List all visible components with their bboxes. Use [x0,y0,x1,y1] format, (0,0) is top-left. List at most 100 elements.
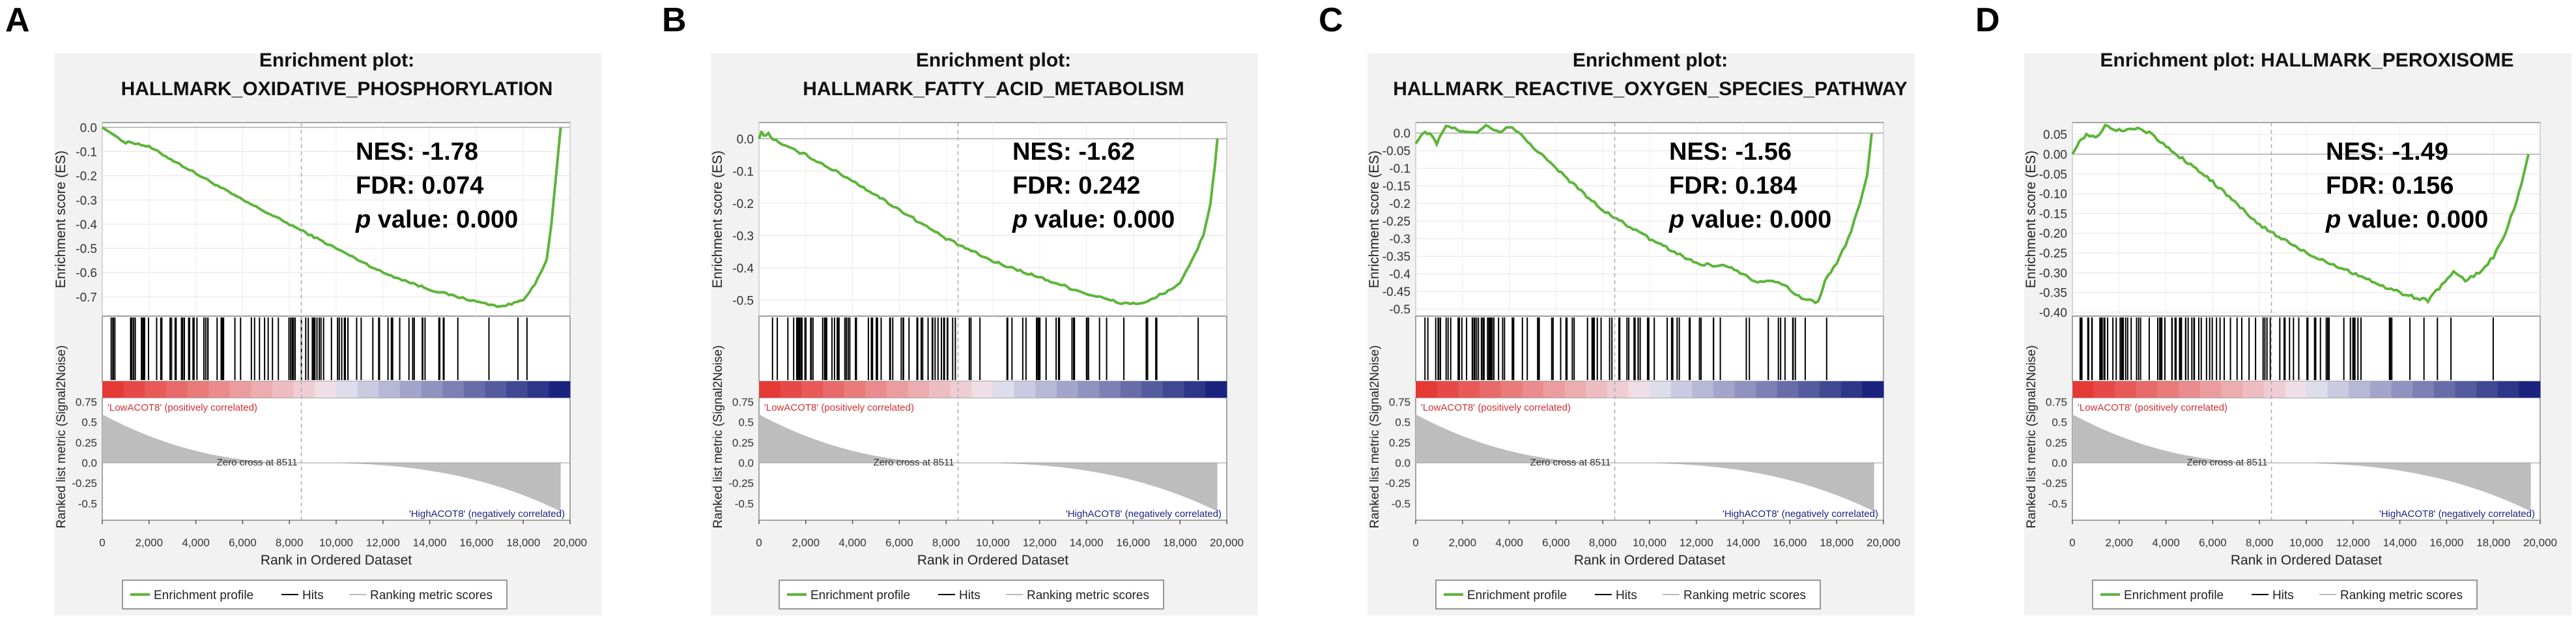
color-bar-segment [2199,381,2222,398]
legend-hits-label: Hits [959,589,980,602]
x-tick-label: 6,000 [229,537,257,549]
es-tick-label: -0.2 [732,198,754,211]
color-bar-segment [1756,381,1778,398]
plot-title: Enrichment plot: [916,50,1071,71]
es-tick-label: -0.7 [76,291,97,304]
color-bar-segment [1840,381,1863,398]
color-bar-segment [2242,381,2265,398]
color-bar-segment [1014,381,1036,398]
negative-label: 'HighACOT8' (negatively correlated) [2379,508,2535,520]
metric-tick-label: 0.5 [738,417,754,429]
color-bar-segment [2263,381,2285,398]
x-tick-label: 12,000 [366,537,400,549]
color-bar-segment [1184,381,1206,398]
metric-tick-label: 0.25 [732,437,754,449]
p-value-rest: value: 0.000 [371,206,518,233]
color-bar-segment [1458,381,1480,398]
ranking-color-bar [1416,381,1884,398]
es-tick-label: -0.6 [76,267,97,280]
hits-area [2072,316,2541,382]
panel-letter: D [1975,1,2000,39]
p-value-rest: value: 0.000 [1027,206,1175,233]
enrichment-profile-line [758,130,1219,306]
positive-label: 'LowACOT8' (positively correlated) [1421,402,1571,413]
metric-tick-label: -0.5 [1392,497,1410,510]
x-axis-label: Rank in Ordered Dataset [1574,553,1725,568]
color-bar-segment [759,381,781,398]
color-bar-segment [527,381,549,398]
color-bar-segment [1078,381,1100,398]
legend: Enrichment profile Hits Ranking metric sco… [122,580,508,610]
plot-title: HALLMARK_OXIDATIVE_PHOSPHORYLATION [121,78,553,100]
x-tick-label: 4,000 [182,537,210,549]
x-tick-label: 12,000 [1023,537,1057,549]
x-tick-label: 12,000 [1680,537,1713,549]
es-tick-label: -0.4 [1389,268,1410,282]
color-bar-segment [2115,381,2137,398]
es-tick-label: -0.05 [1382,145,1410,158]
fdr-text: FDR: 0.074 [356,172,483,199]
color-bar-segment [2093,381,2115,398]
panel-letter: A [5,1,30,39]
color-bar-segment [908,381,930,398]
es-tick-label: 0.0 [1394,127,1410,141]
color-bar-segment [1777,381,1799,398]
p-value-italic: p [1012,206,1027,233]
metric-tick-label: 0.0 [738,457,754,469]
es-tick-label: -0.25 [2039,247,2067,261]
enrichment-profile-line [2071,123,2530,304]
es-tick-label: -0.35 [1382,250,1410,264]
legend: Enrichment profile Hits Ranking metric sco… [779,580,1164,610]
color-bar-segment [463,381,486,398]
p-value-text: p value: 0.000 [1668,206,1831,233]
es-tick-label: -0.30 [2039,267,2067,280]
color-bar-segment [844,381,866,398]
x-tick-label: 8,000 [1589,537,1617,549]
x-tick-label: 14,000 [413,537,447,549]
color-bar-segment [357,381,379,398]
color-bar-segment [1056,381,1079,398]
es-tick-label: -0.35 [2039,287,2067,301]
x-tick-label: 16,000 [1773,537,1807,549]
metric-axis-label: Ranked list metric (Signal2Noise) [711,346,725,529]
color-bar-segment [2072,381,2095,398]
p-value-rest: value: 0.000 [1684,206,1831,233]
metric-axis-label: Ranked list metric (Signal2Noise) [55,346,68,529]
legend-metric-label: Ranking metric scores [2340,589,2463,602]
color-bar-segment [2455,381,2477,398]
color-bar-segment [399,381,422,398]
color-bar-segment [2306,381,2328,398]
metric-tick-label: -0.25 [2042,477,2067,490]
color-bar-segment [886,381,909,398]
color-bar-segment [2369,381,2392,398]
metric-tick-label: 0.25 [1389,437,1410,449]
color-bar-segment [229,381,252,398]
color-bar-segment [1798,381,1820,398]
panel-d: D Enrichment plot: HALLMARK_PEROXISOME 0.0… [1975,1,2571,615]
plot-title: HALLMARK_FATTY_ACID_METABOLISM [803,78,1184,100]
x-tick-label: 2,000 [792,537,820,549]
hits-area [1415,316,1884,382]
x-tick-label: 10,000 [1633,537,1667,549]
metric-tick-label: -0.25 [1385,477,1410,490]
x-tick-label: 0 [756,537,762,549]
metric-tick-label: 0.25 [76,437,97,449]
color-bar-segment [1120,381,1143,398]
color-bar-segment [272,381,294,398]
x-tick-label: 16,000 [2429,537,2463,549]
color-bar-segment [929,381,951,398]
metric-tick-label: 0.75 [76,396,97,408]
color-bar-segment [1035,381,1057,398]
x-axis-label: Rank in Ordered Dataset [2231,553,2382,568]
nes-text: NES: -1.62 [1012,138,1135,166]
x-tick-label: 16,000 [459,537,493,549]
x-tick-label: 0 [1412,537,1418,549]
es-tick-label: -0.15 [2039,207,2067,221]
color-bar-segment [2349,381,2371,398]
color-bar-segment [379,381,401,398]
color-bar-segment [1586,381,1608,398]
hit-lines [1424,317,1827,380]
nes-text: NES: -1.78 [356,138,478,166]
p-value-italic: p [1668,206,1684,233]
color-bar-segment [801,381,823,398]
